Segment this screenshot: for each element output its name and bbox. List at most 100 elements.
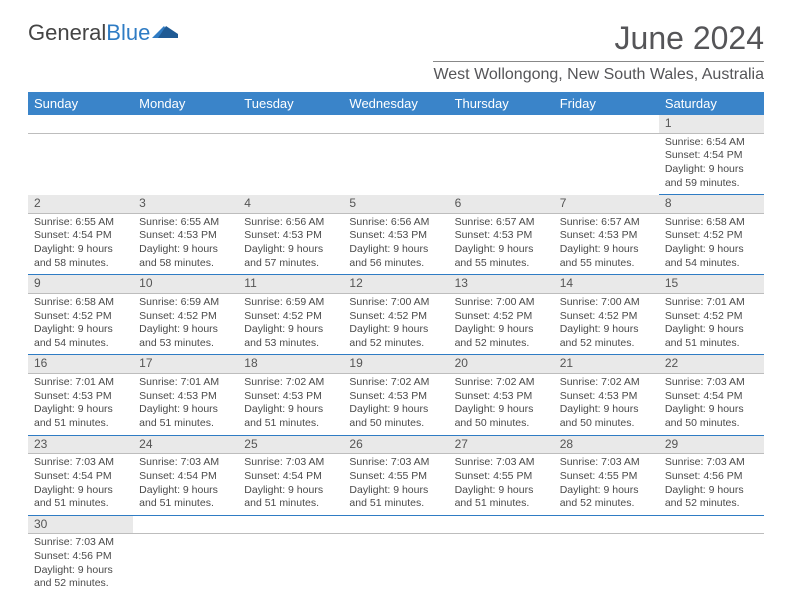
day-number-cell [343, 515, 448, 534]
daylight-text: Daylight: 9 hours and 56 minutes. [349, 243, 442, 270]
day-content-cell: Sunrise: 7:02 AMSunset: 4:53 PMDaylight:… [554, 374, 659, 436]
day-content-cell: Sunrise: 7:00 AMSunset: 4:52 PMDaylight:… [449, 293, 554, 355]
sunrise-text: Sunrise: 7:01 AM [139, 376, 232, 390]
sunset-text: Sunset: 4:52 PM [560, 310, 653, 324]
day-content-cell: Sunrise: 6:54 AMSunset: 4:54 PMDaylight:… [659, 133, 764, 195]
day-content-cell: Sunrise: 6:56 AMSunset: 4:53 PMDaylight:… [238, 213, 343, 275]
day-content-cell: Sunrise: 7:03 AMSunset: 4:56 PMDaylight:… [28, 534, 133, 595]
day-number-cell: 13 [449, 275, 554, 294]
sunset-text: Sunset: 4:52 PM [244, 310, 337, 324]
day-header: Sunday [28, 92, 133, 115]
sunrise-text: Sunrise: 7:00 AM [560, 296, 653, 310]
sunset-text: Sunset: 4:53 PM [244, 229, 337, 243]
sunset-text: Sunset: 4:54 PM [665, 390, 758, 404]
sunset-text: Sunset: 4:53 PM [139, 390, 232, 404]
sunset-text: Sunset: 4:55 PM [455, 470, 548, 484]
day-number-cell: 22 [659, 355, 764, 374]
sunset-text: Sunset: 4:53 PM [560, 229, 653, 243]
sunrise-text: Sunrise: 7:03 AM [34, 536, 127, 550]
day-number-cell [133, 515, 238, 534]
daylight-text: Daylight: 9 hours and 53 minutes. [244, 323, 337, 350]
day-number-cell: 21 [554, 355, 659, 374]
day-number-cell: 12 [343, 275, 448, 294]
day-number-cell [238, 515, 343, 534]
sunrise-text: Sunrise: 7:02 AM [455, 376, 548, 390]
day-number-cell: 14 [554, 275, 659, 294]
day-number-cell: 15 [659, 275, 764, 294]
day-content-cell: Sunrise: 6:57 AMSunset: 4:53 PMDaylight:… [554, 213, 659, 275]
sunset-text: Sunset: 4:53 PM [455, 390, 548, 404]
sunset-text: Sunset: 4:54 PM [139, 470, 232, 484]
daylight-text: Daylight: 9 hours and 55 minutes. [560, 243, 653, 270]
sunrise-text: Sunrise: 7:01 AM [665, 296, 758, 310]
day-number-cell: 20 [449, 355, 554, 374]
day-header: Tuesday [238, 92, 343, 115]
daylight-text: Daylight: 9 hours and 53 minutes. [139, 323, 232, 350]
sunrise-text: Sunrise: 7:02 AM [349, 376, 442, 390]
sunset-text: Sunset: 4:53 PM [34, 390, 127, 404]
daylight-text: Daylight: 9 hours and 51 minutes. [244, 403, 337, 430]
day-number-cell: 24 [133, 435, 238, 454]
day-number-cell: 29 [659, 435, 764, 454]
day-number-cell [238, 115, 343, 133]
day-header: Thursday [449, 92, 554, 115]
sunset-text: Sunset: 4:52 PM [665, 229, 758, 243]
sunrise-text: Sunrise: 7:03 AM [244, 456, 337, 470]
logo-shape-icon [152, 24, 178, 42]
day-content-cell: Sunrise: 7:02 AMSunset: 4:53 PMDaylight:… [238, 374, 343, 436]
day-content-cell: Sunrise: 7:00 AMSunset: 4:52 PMDaylight:… [554, 293, 659, 355]
daylight-text: Daylight: 9 hours and 52 minutes. [560, 484, 653, 511]
day-header: Wednesday [343, 92, 448, 115]
sunset-text: Sunset: 4:56 PM [665, 470, 758, 484]
day-number-cell: 5 [343, 195, 448, 214]
day-number-cell: 11 [238, 275, 343, 294]
day-content-cell [554, 534, 659, 595]
day-number-cell: 26 [343, 435, 448, 454]
day-content-cell [133, 534, 238, 595]
day-number-cell: 1 [659, 115, 764, 133]
daylight-text: Daylight: 9 hours and 51 minutes. [349, 484, 442, 511]
day-number-cell [449, 515, 554, 534]
daylight-text: Daylight: 9 hours and 52 minutes. [349, 323, 442, 350]
daylight-text: Daylight: 9 hours and 50 minutes. [665, 403, 758, 430]
sunset-text: Sunset: 4:54 PM [34, 229, 127, 243]
sunrise-text: Sunrise: 7:03 AM [139, 456, 232, 470]
day-number-cell: 23 [28, 435, 133, 454]
sunrise-text: Sunrise: 7:02 AM [244, 376, 337, 390]
sunset-text: Sunset: 4:52 PM [349, 310, 442, 324]
day-number-cell: 30 [28, 515, 133, 534]
day-number-cell: 25 [238, 435, 343, 454]
sunset-text: Sunset: 4:52 PM [665, 310, 758, 324]
day-content-cell [659, 534, 764, 595]
day-number-cell: 2 [28, 195, 133, 214]
day-content-cell: Sunrise: 7:03 AMSunset: 4:55 PMDaylight:… [554, 454, 659, 516]
daylight-text: Daylight: 9 hours and 51 minutes. [34, 484, 127, 511]
sunset-text: Sunset: 4:54 PM [34, 470, 127, 484]
daylight-text: Daylight: 9 hours and 57 minutes. [244, 243, 337, 270]
day-content-cell: Sunrise: 7:03 AMSunset: 4:54 PMDaylight:… [238, 454, 343, 516]
day-content-cell: Sunrise: 7:02 AMSunset: 4:53 PMDaylight:… [343, 374, 448, 436]
day-content-cell: Sunrise: 7:03 AMSunset: 4:55 PMDaylight:… [343, 454, 448, 516]
month-title: June 2024 [433, 20, 764, 57]
day-content-cell [343, 133, 448, 195]
day-number-cell: 17 [133, 355, 238, 374]
day-content-cell [449, 133, 554, 195]
logo: GeneralBlue [28, 20, 178, 46]
day-content-cell: Sunrise: 7:03 AMSunset: 4:54 PMDaylight:… [133, 454, 238, 516]
day-header: Monday [133, 92, 238, 115]
day-content-cell [28, 133, 133, 195]
sunrise-text: Sunrise: 6:56 AM [244, 216, 337, 230]
day-content-cell [554, 133, 659, 195]
sunset-text: Sunset: 4:55 PM [560, 470, 653, 484]
logo-text-2: Blue [106, 20, 150, 46]
sunrise-text: Sunrise: 7:02 AM [560, 376, 653, 390]
sunrise-text: Sunrise: 7:00 AM [455, 296, 548, 310]
day-content-cell [343, 534, 448, 595]
day-content-cell: Sunrise: 6:58 AMSunset: 4:52 PMDaylight:… [659, 213, 764, 275]
sunrise-text: Sunrise: 6:56 AM [349, 216, 442, 230]
sunrise-text: Sunrise: 6:57 AM [560, 216, 653, 230]
sunset-text: Sunset: 4:53 PM [349, 390, 442, 404]
day-number-cell: 28 [554, 435, 659, 454]
daylight-text: Daylight: 9 hours and 52 minutes. [34, 564, 127, 591]
sunrise-text: Sunrise: 7:03 AM [665, 456, 758, 470]
